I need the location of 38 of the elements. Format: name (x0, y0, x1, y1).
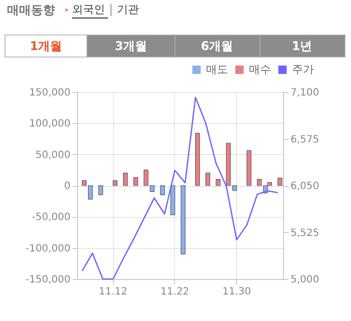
bar (246, 150, 252, 186)
y-tick-label: 0 (64, 181, 70, 192)
text: 1년 (292, 39, 312, 53)
y-tick-label: 150,000 (29, 88, 70, 98)
bar (98, 185, 104, 196)
bar (216, 178, 220, 186)
text: 3개월 (114, 39, 148, 53)
text: 매매동향 (7, 3, 55, 17)
y2-tick-label: 5,000 (290, 274, 320, 286)
bar (133, 177, 138, 186)
legend-label: 매수 (249, 62, 271, 76)
bar (180, 185, 186, 254)
y2-tick-label: 5,525 (290, 228, 320, 239)
line-series (82, 96, 278, 280)
bar (170, 185, 176, 216)
text: 기관 (117, 3, 139, 16)
y2-tick-label: 6,575 (290, 134, 320, 146)
y-tick-label: -150,000 (26, 274, 70, 286)
bar (205, 172, 210, 186)
x-tick-label: 11.12 (98, 286, 128, 298)
bar (112, 180, 118, 186)
legend-label: 주가 (292, 62, 314, 76)
y2-tick-label: 6,050 (290, 181, 320, 192)
y-tick-label: 100,000 (29, 118, 70, 130)
y-tick-label: -100,000 (26, 243, 70, 254)
y2-tick-label: 7,100 (290, 88, 320, 98)
x-tick-label: 11.30 (222, 286, 251, 298)
x-tick-label: 11.22 (160, 286, 190, 298)
text: 6개월 (200, 39, 234, 53)
legend-label: 매도 (206, 62, 228, 76)
bar (123, 172, 128, 186)
text: 1개월 (30, 39, 62, 53)
y-tick-label: -50,000 (32, 212, 70, 224)
text: 외국인 (72, 3, 105, 16)
bar (195, 132, 200, 186)
bar (160, 185, 165, 196)
y-tick-label: 50,000 (36, 150, 70, 161)
bar (278, 178, 282, 186)
